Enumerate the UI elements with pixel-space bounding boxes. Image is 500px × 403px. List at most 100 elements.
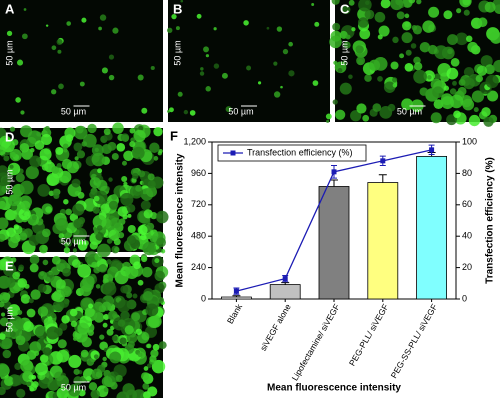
cell	[476, 65, 488, 76]
cell	[110, 381, 118, 390]
cell	[9, 331, 16, 338]
cell	[106, 328, 114, 336]
cell	[126, 203, 136, 213]
cell	[183, 109, 189, 115]
cell	[151, 359, 166, 374]
cell	[380, 0, 391, 9]
micrograph-panel: D 50 µm 50 µm	[0, 122, 169, 258]
cell	[55, 279, 66, 290]
cell	[171, 13, 177, 20]
marker	[282, 276, 288, 282]
cell	[413, 69, 427, 84]
cell	[149, 355, 157, 363]
cell	[160, 248, 166, 254]
cell	[335, 109, 346, 120]
cell	[86, 358, 95, 366]
cell	[348, 0, 355, 6]
cell	[0, 363, 10, 378]
cell	[15, 335, 26, 346]
x-tick-label: PEG-SS-PLL/ siVEGF	[389, 302, 440, 380]
cell	[106, 259, 112, 265]
cell	[199, 71, 205, 76]
cell	[29, 155, 42, 168]
error-bar	[330, 179, 338, 187]
cell	[141, 107, 148, 114]
cell	[63, 198, 69, 205]
cell	[38, 271, 47, 280]
cell	[58, 83, 64, 90]
cell	[57, 49, 62, 54]
cell	[312, 80, 319, 86]
cell	[221, 72, 228, 79]
cell	[449, 88, 457, 95]
cell	[116, 142, 126, 152]
cell	[99, 334, 105, 340]
cell	[243, 20, 249, 26]
cell	[109, 351, 122, 364]
cell	[288, 70, 295, 77]
cell	[63, 247, 71, 254]
cell	[484, 64, 495, 75]
cell	[57, 339, 67, 349]
cell	[113, 364, 127, 378]
y2-axis-title: Transfection efficiency (%)	[485, 157, 496, 284]
cell	[142, 241, 156, 256]
cell	[19, 180, 34, 195]
cell	[213, 63, 220, 69]
cell	[471, 90, 485, 103]
cell	[110, 217, 122, 229]
cell	[147, 180, 156, 189]
cell	[276, 26, 283, 32]
cell	[377, 34, 383, 40]
cell	[8, 304, 21, 317]
cell	[141, 266, 153, 278]
cell	[135, 184, 143, 192]
cell	[468, 114, 481, 127]
cell	[331, 0, 340, 5]
cell	[92, 206, 100, 214]
cell	[152, 343, 160, 351]
cell	[56, 349, 70, 363]
cell	[483, 116, 494, 127]
cell	[95, 232, 104, 241]
cell	[71, 236, 79, 245]
cell	[73, 368, 80, 375]
scale-bar-label: 50 µm	[61, 106, 86, 116]
cell	[332, 22, 341, 31]
cell	[213, 27, 217, 31]
cell	[156, 237, 166, 248]
side-scale-label: 50 µm	[172, 40, 182, 65]
cell	[69, 308, 78, 317]
cell	[282, 48, 289, 55]
y-tick-label: 0	[201, 293, 206, 303]
cell	[103, 387, 109, 393]
cell	[61, 315, 70, 324]
scale-bar-label: 50 µm	[397, 106, 422, 116]
cell	[56, 387, 69, 400]
cell	[140, 200, 151, 211]
cell	[129, 127, 136, 134]
cell	[180, 0, 184, 3]
y-tick-label: 480	[191, 231, 206, 241]
cell	[379, 105, 393, 119]
cell	[130, 137, 136, 143]
cell	[450, 57, 460, 67]
cell	[12, 375, 24, 386]
cell	[135, 328, 143, 335]
cell	[16, 59, 24, 66]
cell	[53, 192, 60, 199]
cell	[52, 299, 65, 312]
cell	[137, 279, 144, 286]
cell	[58, 233, 65, 239]
cell	[333, 60, 338, 65]
cell	[45, 206, 52, 213]
cell	[41, 164, 49, 171]
cell	[392, 83, 398, 88]
cell	[465, 35, 473, 43]
cell	[42, 259, 49, 266]
cell	[71, 259, 81, 268]
cell	[434, 45, 449, 60]
cell	[430, 112, 442, 124]
cell	[97, 168, 103, 174]
